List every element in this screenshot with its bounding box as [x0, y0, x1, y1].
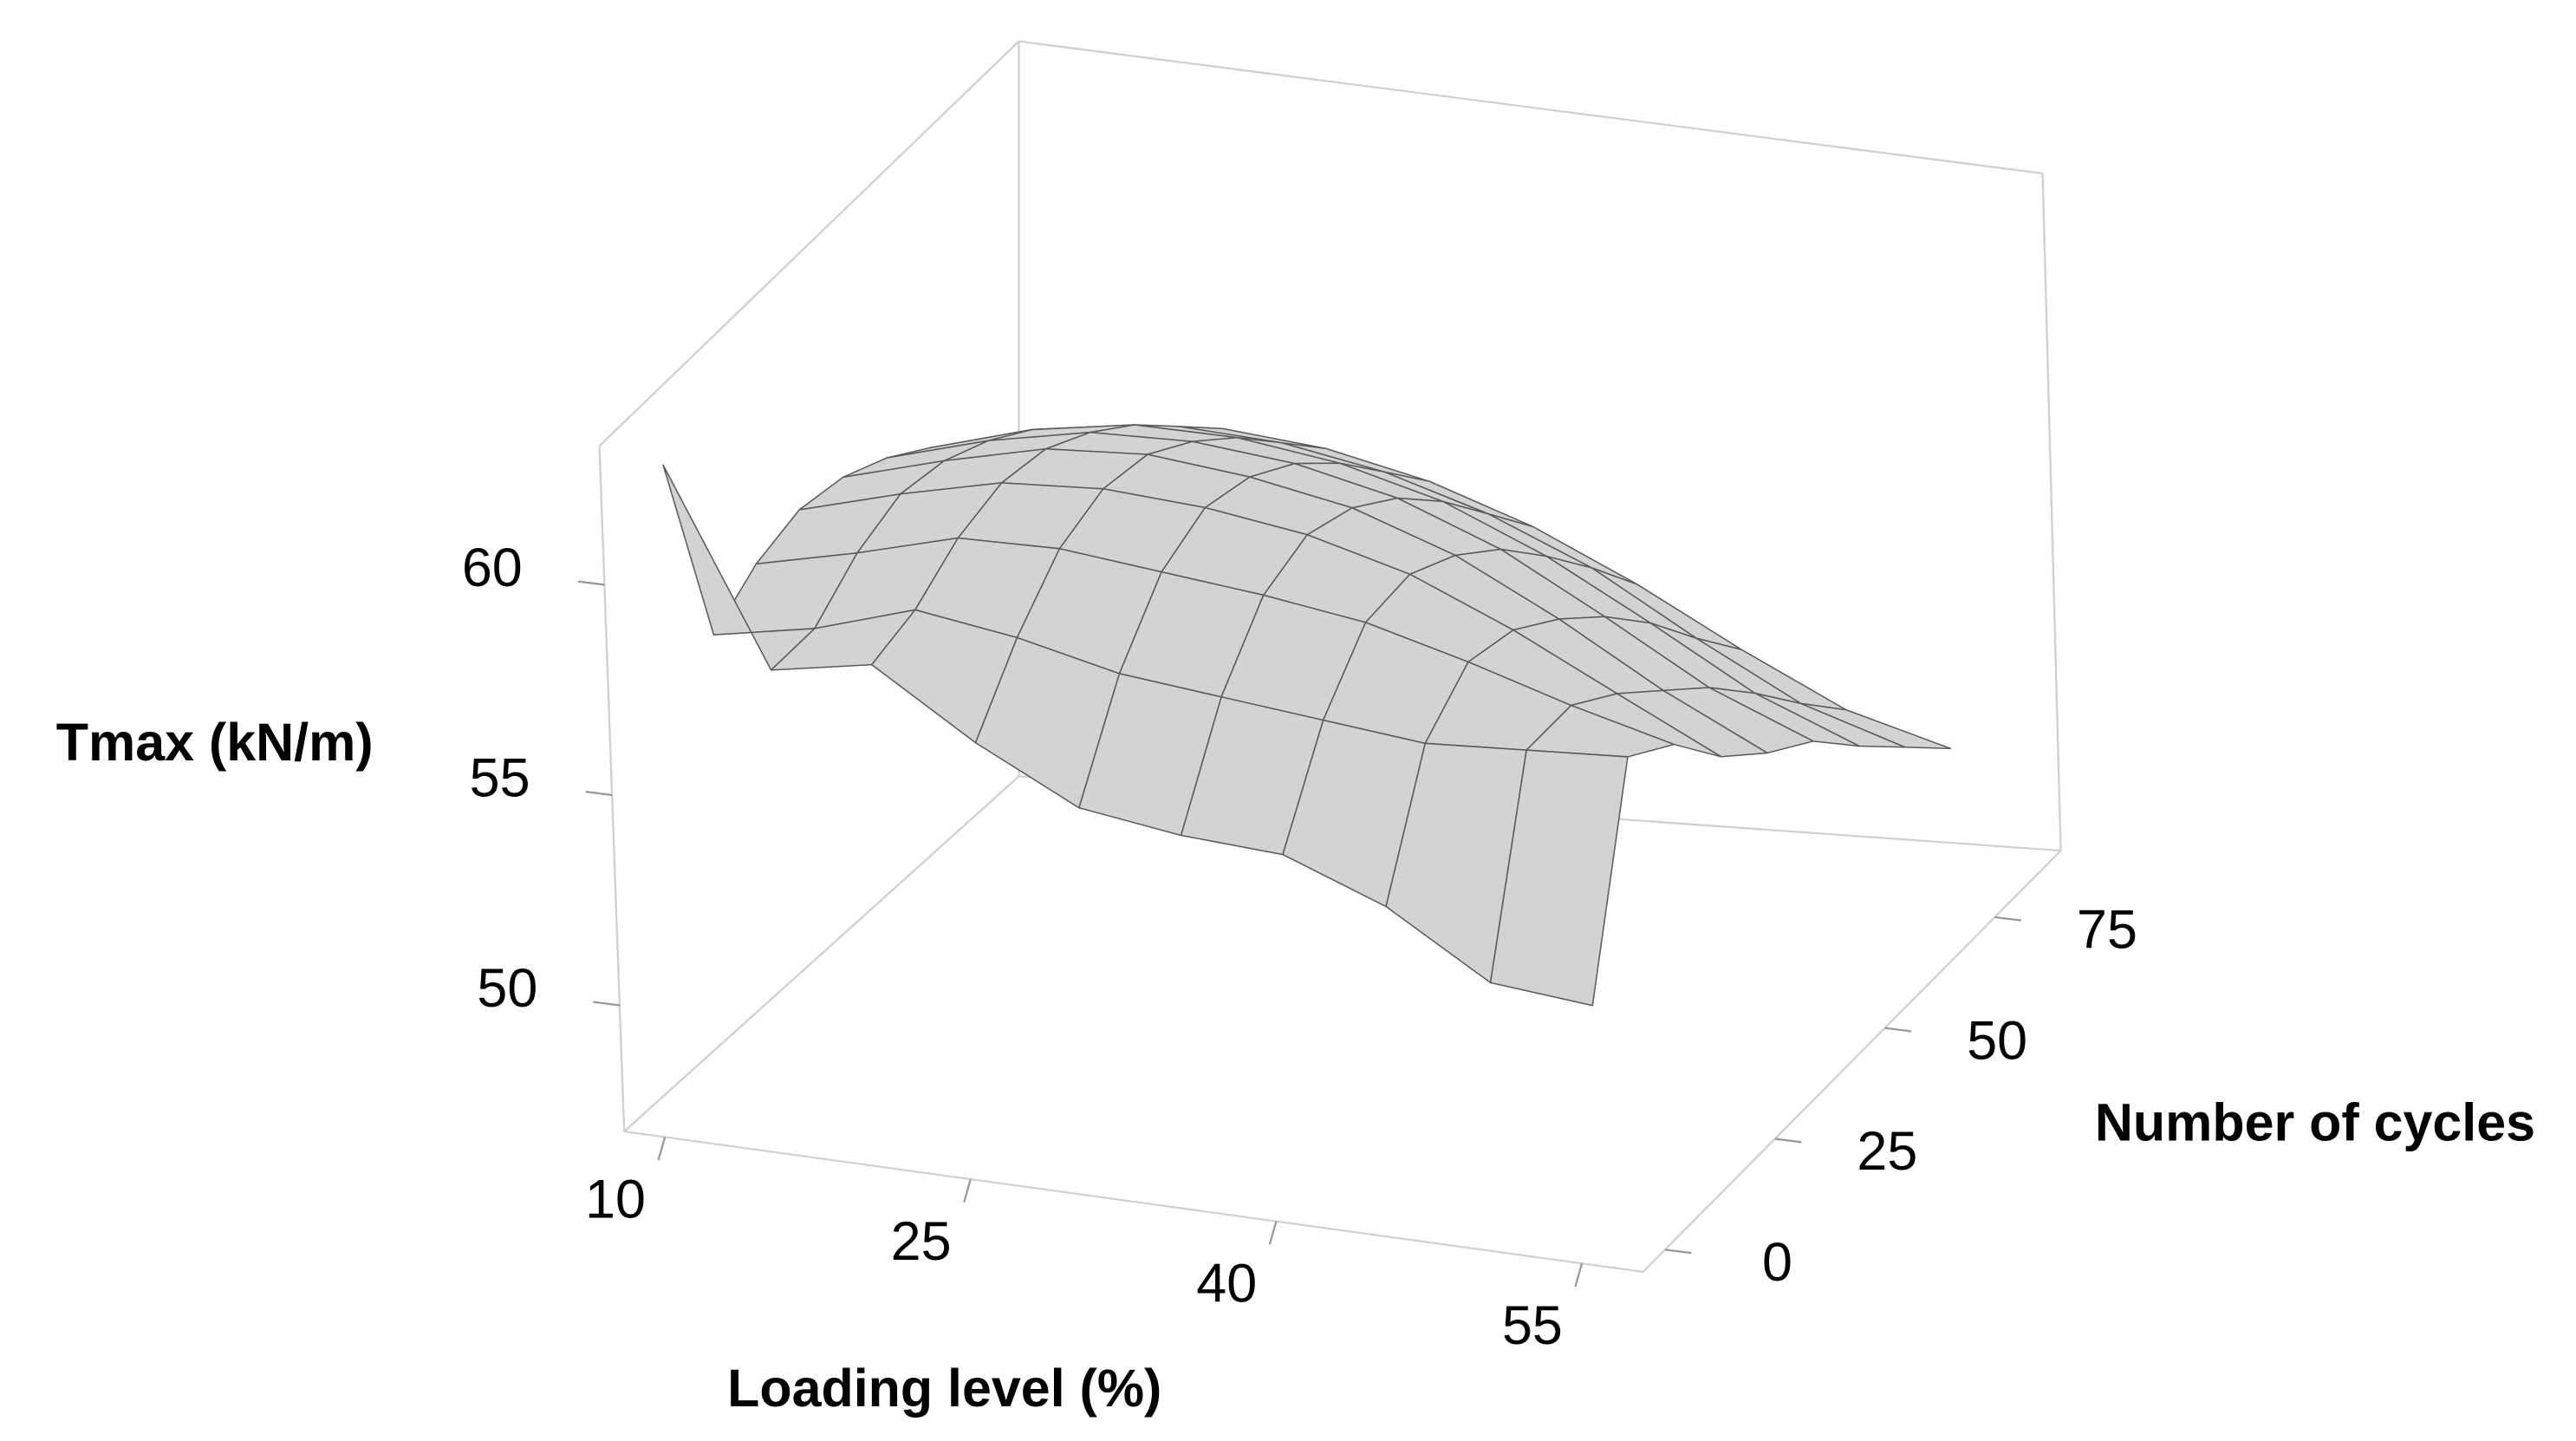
x-axis-label: Loading level (%) [727, 1359, 1161, 1418]
z-tick-label: 50 [477, 958, 537, 1019]
axis-box-edge [598, 40, 1020, 447]
y-axis-label: Number of cycles [2095, 1092, 2535, 1151]
y-tick [1774, 1138, 1802, 1144]
x-tick-label: 10 [585, 1169, 646, 1229]
axis-box-edge [2041, 173, 2062, 851]
z-tick [585, 791, 613, 797]
x-tick [657, 1137, 667, 1161]
y-tick [1994, 916, 2022, 922]
z-tick-label: 60 [462, 538, 523, 598]
y-tick [1884, 1027, 1912, 1033]
axis-box-edge [623, 775, 1020, 1132]
x-tick [1574, 1262, 1584, 1288]
y-tick-label: 0 [1762, 1232, 1792, 1293]
z-tick [577, 580, 605, 586]
x-tick-label: 40 [1196, 1253, 1257, 1314]
y-tick [1664, 1249, 1692, 1255]
x-tick-label: 25 [891, 1211, 952, 1272]
z-axis-label: Tmax (kN/m) [56, 713, 374, 772]
z-tick-label: 55 [470, 747, 530, 808]
axis-box-edge [623, 1130, 1643, 1274]
axis-box-edge [598, 446, 626, 1132]
y-tick-label: 25 [1857, 1121, 1917, 1182]
axis-box-edge [1018, 40, 2043, 175]
x-tick [963, 1178, 972, 1203]
z-tick [593, 1001, 621, 1007]
axis-box-edge [1642, 850, 2062, 1273]
y-tick-label: 75 [2077, 899, 2137, 960]
surface-patch [1489, 749, 1629, 1007]
x-tick [1268, 1221, 1278, 1245]
y-tick-label: 50 [1967, 1010, 2027, 1071]
x-tick-label: 55 [1502, 1295, 1563, 1356]
